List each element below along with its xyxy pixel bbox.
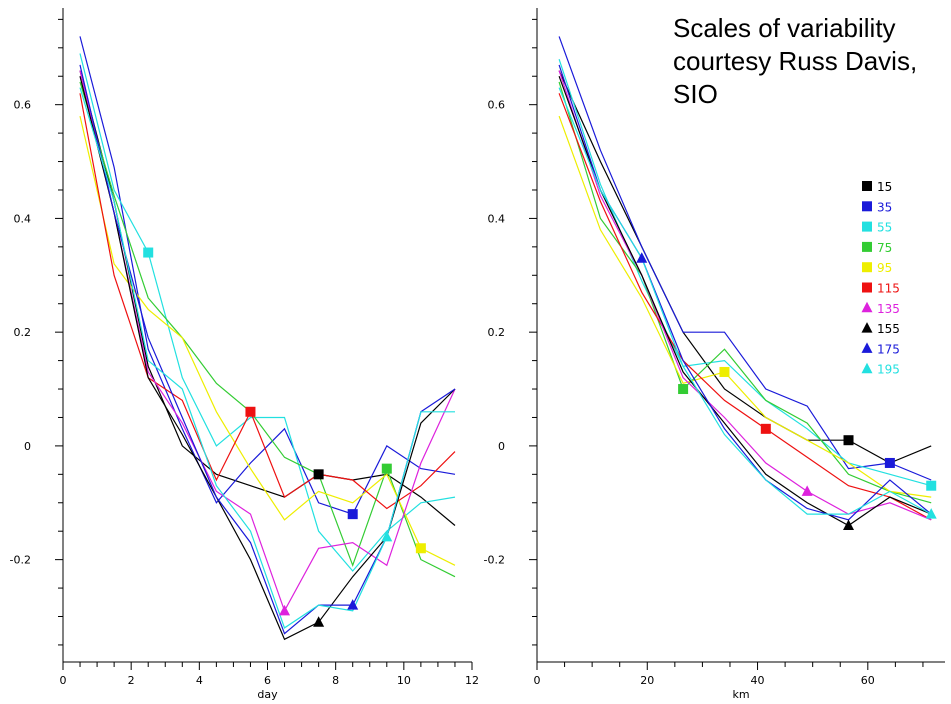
x-tick-label: 6 [264,674,271,687]
series-line-155 [558,75,932,527]
x-axis-title: day [257,688,278,701]
legend-marker-15 [862,181,872,191]
plot-lag-days: -0.2 0 0.2 0.4 0.6 0 2 4 6 8 10 12 day [10,8,479,701]
data-point-175 [636,252,648,263]
data-point-195 [381,530,393,542]
series-line-15 [558,70,932,464]
series-line-75 [79,81,456,578]
legend-marker-135 [861,301,873,313]
data-point-35 [347,509,358,520]
series-line-155 [79,76,456,641]
legend-marker-195 [861,362,873,374]
data-point-175 [347,599,359,610]
y-tick-label: 0.6 [488,99,506,112]
data-point-75 [381,463,392,474]
data-point-155 [843,519,855,531]
x-axis-title: km [732,688,749,701]
y-tick-label: 0.6 [14,99,32,112]
x-tick-label: 4 [196,674,203,687]
legend-marker-35 [862,201,872,212]
series-line-115 [79,93,456,510]
x-tick-label: 60 [861,674,875,687]
data-point-135 [801,485,813,496]
legend-label-55: 55 [877,221,892,235]
data-point-115 [760,423,771,434]
data-point-15 [313,469,324,480]
legend-marker-115 [862,282,872,293]
legend-marker-55 [862,221,872,232]
data-point-195 [925,508,937,519]
y-tick-label: -0.2 [10,554,31,567]
legend-label-75: 75 [877,241,892,255]
y-tick-label: 0.2 [488,326,506,339]
y-tick-label: 0.4 [14,212,32,225]
legend: 15 35 55 75 95 115 135 155 175 195 [861,180,900,377]
legend-marker-155 [861,322,873,333]
series-line-195 [558,87,932,515]
data-point-35 [884,457,895,468]
plot-separation-km: -0.2 0 0.2 0.4 0.6 0 20 40 60 km [484,8,945,701]
legend-label-155: 155 [877,322,900,336]
series-line-195 [79,87,455,629]
y-tick-label: -0.2 [484,554,505,567]
x-tick-label: 0 [534,674,541,687]
series-line-15 [79,70,456,526]
data-point-95 [415,543,426,554]
data-point-115 [245,406,256,417]
y-tick-label: 0 [498,440,505,453]
y-tick-label: 0.2 [14,326,32,339]
series-line-55 [558,59,932,487]
legend-label-35: 35 [877,200,892,214]
series-line-175 [79,64,456,635]
x-tick-label: 20 [640,674,654,687]
x-tick-label: 10 [397,674,411,687]
y-tick-label: 0 [24,440,31,453]
x-tick-label: 0 [60,674,67,687]
legend-marker-175 [861,342,873,353]
series-line-95 [558,115,932,498]
legend-label-115: 115 [877,282,900,296]
legend-marker-95 [862,262,872,273]
series-line-35 [79,36,456,515]
legend-marker-75 [862,241,872,252]
series-line-55 [79,53,456,572]
data-point-155 [313,616,325,627]
figure-caption: Scales of variability courtesy Russ Davi… [673,13,918,109]
data-point-135 [279,604,291,616]
data-point-15 [843,435,854,446]
x-tick-label: 8 [332,674,339,687]
x-tick-label: 2 [128,674,135,687]
series-line-135 [79,70,456,613]
series-line-135 [558,70,932,521]
series-line-175 [558,64,932,521]
data-point-55 [143,247,154,258]
series-line-115 [558,93,932,521]
legend-label-15: 15 [877,180,892,194]
x-tick-label: 40 [751,674,765,687]
legend-label-95: 95 [877,261,892,275]
series-line-35 [558,36,932,481]
x-tick-label: 12 [465,674,479,687]
data-point-55 [926,480,937,491]
legend-label-175: 175 [877,342,900,356]
legend-label-195: 195 [877,363,900,377]
y-tick-label: 0.4 [488,212,506,225]
data-point-95 [719,366,730,377]
data-point-75 [678,384,689,395]
legend-label-135: 135 [877,302,900,316]
series-line-95 [79,115,456,566]
